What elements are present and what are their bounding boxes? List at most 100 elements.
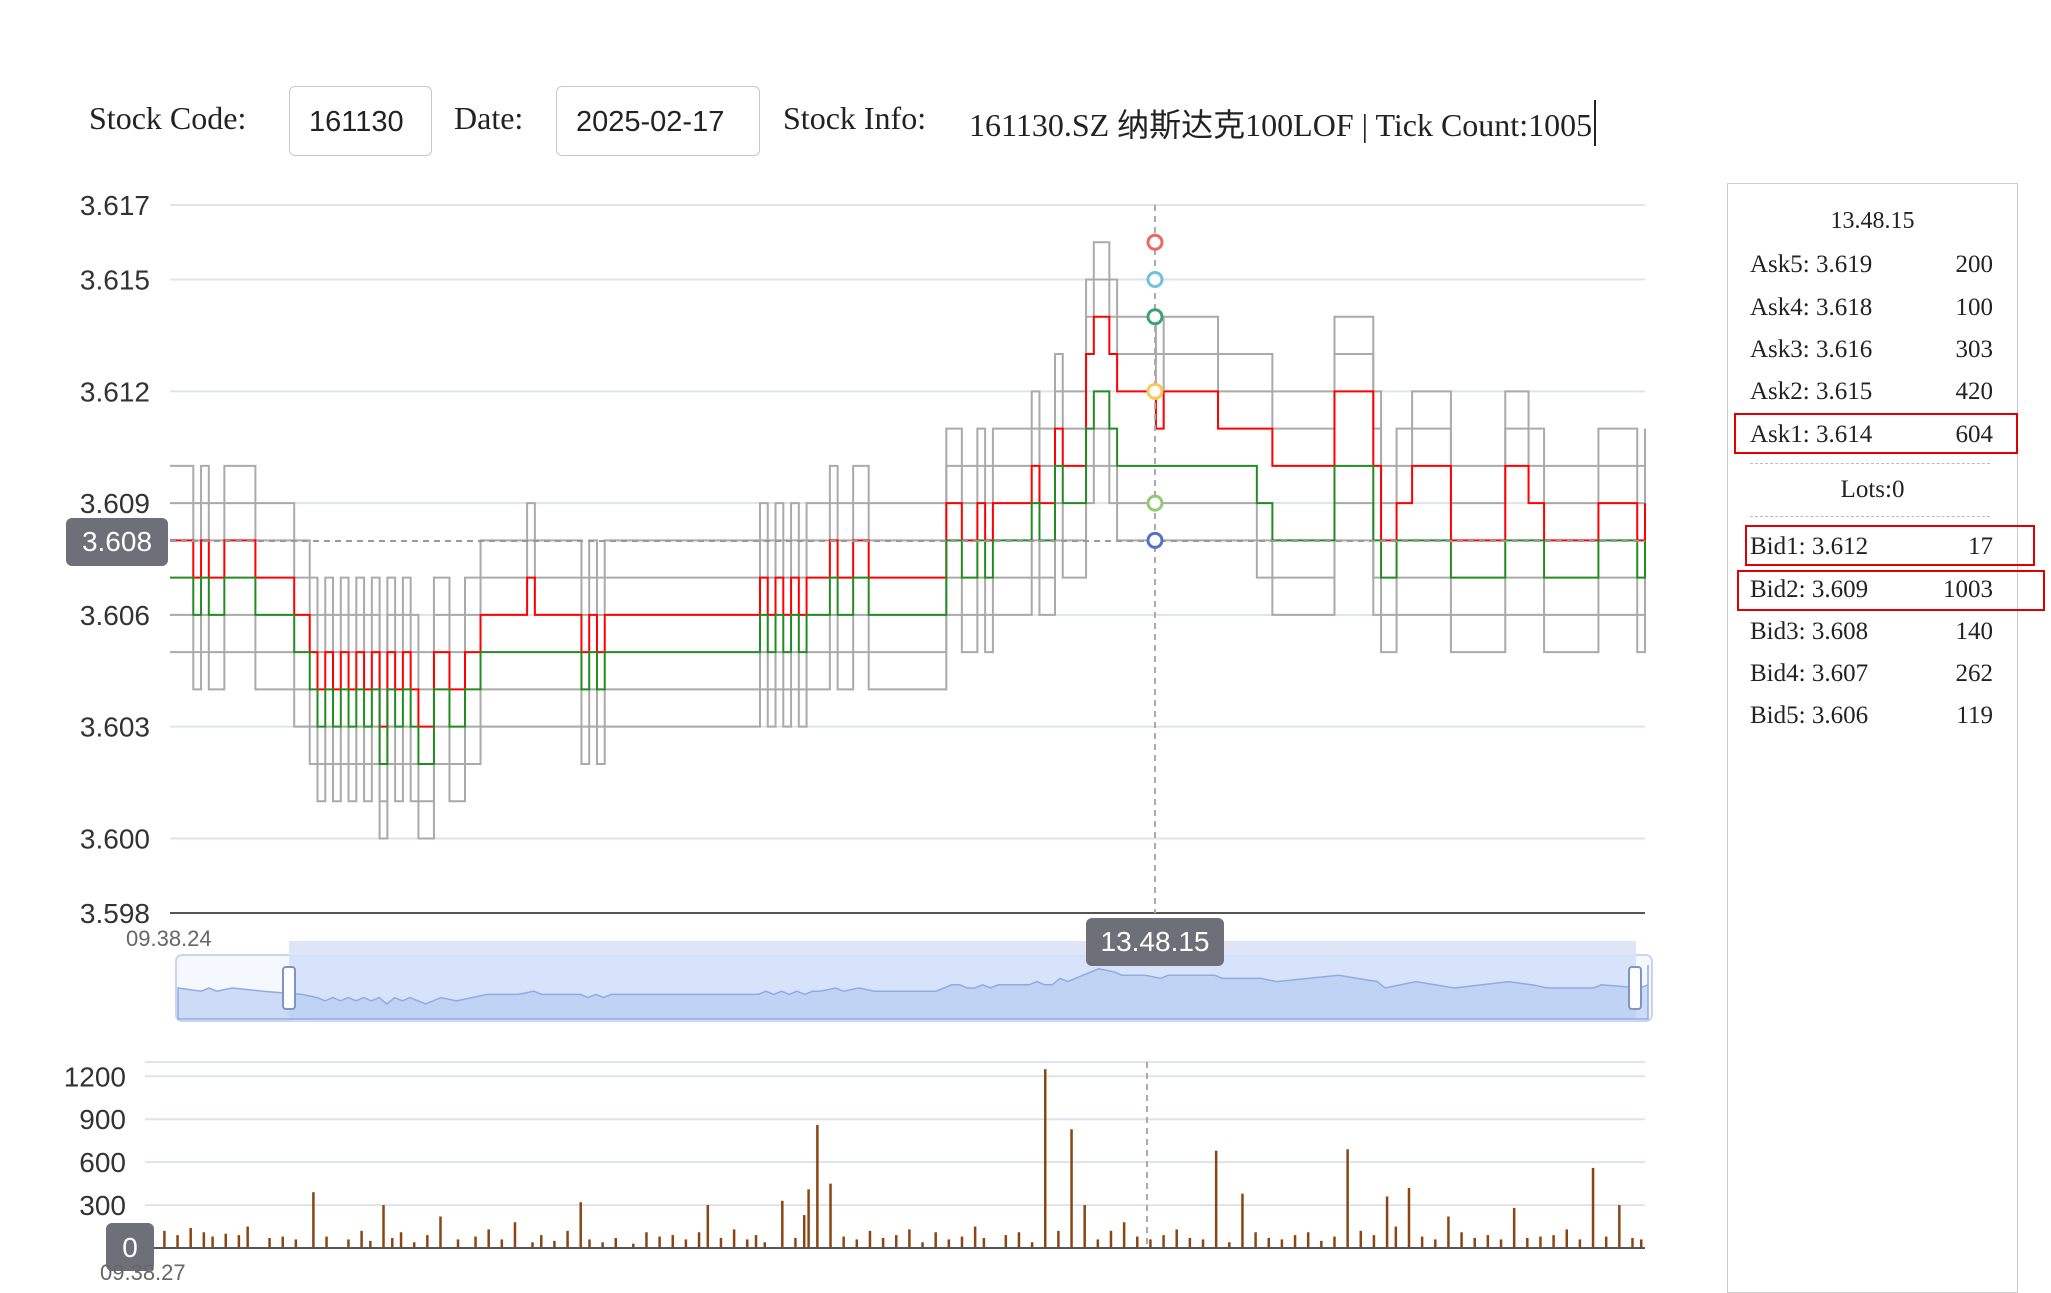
volume-bar [807, 1189, 810, 1248]
tick-chart[interactable]: 3.617 3.615 3.612 3.609 3.606 3.603 3.600 3.598… [0, 0, 1700, 1284]
bid4-label: Bid4: 3.607 [1750, 660, 1869, 687]
volume-bar [189, 1227, 192, 1248]
ask5-row: Ask5: 3.619 200 [1744, 248, 1999, 282]
ask5-volume: 200 [1955, 251, 1994, 278]
volume-bar [973, 1226, 977, 1248]
stock-code-label: Stock Code: [89, 100, 247, 136]
volume-bar [1280, 1239, 1284, 1248]
crosshair-marker [1146, 382, 1164, 400]
ask3-label: Ask3: 3.616 [1750, 336, 1873, 363]
volume-grid [145, 1061, 1645, 1207]
volume-bar [500, 1239, 504, 1248]
price-y-axis: 3.617 3.615 3.612 3.609 3.606 3.603 3.600 3.598 [80, 190, 150, 929]
ask3-volume: 303 [1955, 336, 1994, 363]
volume-bar [1460, 1232, 1463, 1248]
stock-code-input[interactable]: 161130 [289, 86, 432, 156]
volume-bar [566, 1230, 569, 1248]
volume-bar [1004, 1235, 1008, 1248]
volume-bar [1512, 1207, 1516, 1248]
volume-bar [802, 1215, 806, 1248]
volume-x-start-label: 09.38.27 [100, 1260, 186, 1284]
volume-bar [868, 1230, 872, 1248]
volume-bar [1136, 1236, 1139, 1248]
volume-bar [1420, 1236, 1424, 1248]
volume-bar [456, 1239, 460, 1248]
volume-bar [224, 1233, 227, 1248]
volume-bar [382, 1205, 385, 1248]
stock-info-value: 161130.SZ 纳斯达克100LOF | Tick Count:1005 [969, 100, 1597, 146]
volume-bar [1434, 1239, 1437, 1248]
volume-bar [540, 1235, 543, 1248]
time-crosshair-badge [1086, 918, 1224, 966]
volume-bar [268, 1237, 271, 1248]
date-input[interactable]: 2025-02-17 [556, 86, 760, 156]
volume-bar [1109, 1230, 1113, 1248]
volume-bar [369, 1240, 372, 1248]
ask1-label: Ask1: 3.614 [1750, 421, 1873, 448]
volume-bar [1539, 1236, 1542, 1248]
volume-crosshair-badge [106, 1223, 154, 1271]
volume-bar [921, 1242, 924, 1248]
volume-bar [1096, 1239, 1100, 1248]
zoom-handle-left[interactable] [282, 966, 296, 1010]
volume-bar [1552, 1235, 1555, 1248]
volume-bar [1631, 1237, 1634, 1248]
bid3-row: Bid3: 3.608 140 [1744, 615, 1999, 649]
price-tick-label: 3.615 [80, 265, 150, 296]
bid1-row: Bid1: 3.612 17 [1744, 530, 1999, 564]
zoom-move-handle[interactable] [289, 941, 1636, 955]
volume-bar [237, 1235, 241, 1248]
bid4-row: Bid4: 3.607 262 [1744, 657, 1999, 691]
volume-bar [579, 1202, 582, 1248]
volume-bar [1228, 1242, 1231, 1248]
crosshair-marker [1146, 531, 1164, 549]
zoom-handle-right[interactable] [1628, 966, 1642, 1010]
price-tick-label: 3.609 [80, 488, 150, 519]
volume-bar [391, 1237, 394, 1248]
volume-bar [671, 1235, 674, 1248]
bid2-volume: 1003 [1943, 576, 1993, 603]
ask1-row: Ask1: 3.614 604 [1744, 418, 1999, 452]
volume-bar [176, 1235, 179, 1248]
volume-bar [531, 1242, 534, 1248]
price-tick-label: 3.603 [80, 712, 150, 743]
bid5-volume: 119 [1956, 702, 1993, 729]
volume-bar [1372, 1235, 1376, 1248]
ask2-label: Ask2: 3.615 [1750, 378, 1873, 405]
volume-tick-label: 1200 [64, 1061, 126, 1092]
volume-bar [553, 1240, 556, 1248]
volume-crosshair-value: 0 [122, 1232, 138, 1263]
volume-bar [1486, 1235, 1490, 1248]
price-grid [170, 204, 1645, 840]
ask5-label: Ask5: 3.619 [1750, 251, 1873, 278]
volume-bar [347, 1239, 350, 1248]
bid-separator [1750, 516, 1990, 517]
time-crosshair-value: 13.48.15 [1101, 926, 1210, 957]
volume-bar [360, 1230, 363, 1248]
price-tick-label: 3.617 [80, 190, 150, 221]
bid-price-line [170, 390, 1646, 765]
bid1-label: Bid1: 3.612 [1750, 533, 1869, 560]
volume-bar [1320, 1240, 1323, 1248]
volume-bar [1499, 1239, 1503, 1248]
volume-tick-label: 900 [79, 1104, 126, 1135]
volume-bar [1293, 1235, 1297, 1248]
bid4-volume: 262 [1955, 660, 1994, 687]
volume-bar [1578, 1239, 1582, 1248]
zoom-navigator[interactable] [175, 941, 1653, 1022]
bid2-row: Bid2: 3.609 1003 [1744, 573, 1999, 607]
volume-bar [842, 1236, 845, 1248]
bid2-label: Bid2: 3.609 [1750, 576, 1869, 603]
volume-bar [1407, 1187, 1411, 1248]
volume-bar [1122, 1222, 1126, 1248]
crosshair-markers [1146, 233, 1164, 549]
date-label: Date: [454, 100, 524, 136]
ask-depth-line [170, 241, 1646, 654]
volume-bar [1604, 1236, 1608, 1248]
volume-bar [281, 1236, 284, 1248]
volume-bar [246, 1226, 249, 1248]
ask-separator [1750, 463, 1990, 464]
volume-bar [829, 1183, 832, 1248]
volume-bar [325, 1236, 328, 1248]
volume-bar [211, 1236, 214, 1248]
